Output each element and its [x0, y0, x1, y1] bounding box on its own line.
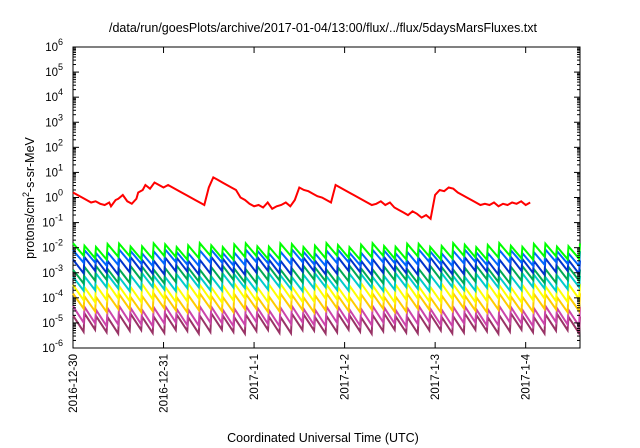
x-tick-label: 2017-1-4: [521, 353, 533, 400]
chart-title: /data/run/goesPlots/archive/2017-01-04/1…: [109, 21, 538, 35]
y-tick-label: 100: [45, 188, 63, 205]
y-axis-label: protons/cm2-s-sr-MeV: [21, 136, 37, 258]
x-tick-label: 2016-12-30: [68, 354, 80, 413]
y-tick-label: 106: [45, 37, 63, 54]
y-tick-label: 105: [45, 62, 63, 79]
y-tick-label: 10-5: [42, 313, 63, 330]
y-tick-label: 10-6: [42, 338, 63, 355]
x-axis-label: Coordinated Universal Time (UTC): [227, 431, 419, 445]
y-tick-label: 10-3: [42, 263, 63, 280]
y-tick-label: 10-4: [42, 288, 63, 305]
x-tick-label: 2017-1-2: [340, 354, 352, 400]
x-tick-label: 2017-1-1: [249, 354, 261, 400]
x-tick-label: 2016-12-31: [159, 354, 171, 413]
y-tick-label: 101: [45, 162, 63, 179]
plot-area: [72, 46, 581, 349]
series-line: [72, 240, 581, 263]
y-tick-label: 103: [45, 112, 63, 129]
x-axis: 2016-12-30 2016-12-31 2017-1-1 2017-1-2 2017…: [68, 47, 533, 413]
y-tick-label: 102: [45, 137, 63, 154]
y-tick-label: 10-2: [42, 238, 63, 255]
y-tick-label: 104: [45, 87, 63, 104]
y-axis: 10-6 10-5 10-4 10-3 10-2 10-1 100 101 102 103 104 1…: [42, 37, 580, 355]
series-line-red: [72, 176, 531, 221]
x-tick-label: 2017-1-3: [430, 354, 442, 400]
y-tick-label: 10-1: [42, 213, 63, 230]
